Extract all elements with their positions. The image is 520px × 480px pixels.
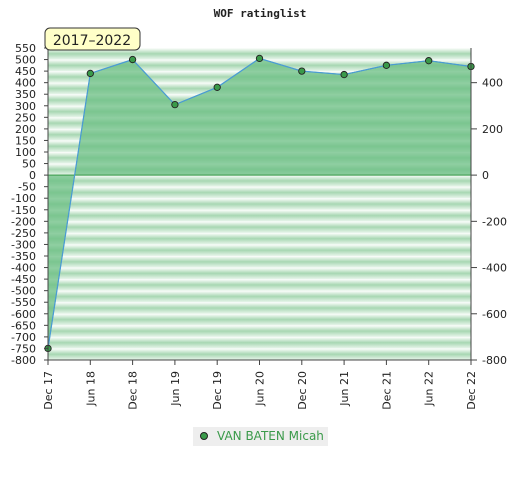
x-tick-label: Jun 21 (338, 371, 351, 407)
grid-band (48, 232, 471, 245)
grid-band (48, 48, 471, 60)
y2-tick-label: -600 (482, 308, 507, 321)
grid-band (48, 313, 471, 326)
y-tick-label: -600 (11, 308, 36, 321)
y2-tick-label: 0 (482, 169, 489, 182)
chart-title: WOF ratinglist (214, 7, 307, 20)
y-tick-label: -750 (11, 342, 36, 355)
grid-band (48, 325, 471, 337)
legend-box (193, 427, 328, 446)
grid-band (48, 302, 471, 314)
period-badge: 2017–2022 (44, 27, 141, 51)
x-tick-label: Jun 19 (169, 371, 182, 407)
grid-band (48, 244, 471, 256)
grid-band (48, 267, 471, 280)
y-tick-label: 100 (15, 146, 36, 159)
x-tick-label: Dec 20 (296, 371, 309, 410)
y-tick-label: 450 (15, 65, 36, 78)
grid-band (48, 290, 471, 303)
y-tick-label: 150 (15, 134, 36, 147)
y2-tick-label: -200 (482, 215, 507, 228)
grid-band (48, 336, 471, 349)
y-tick-label: -150 (11, 204, 36, 217)
y-tick-label: -250 (11, 227, 36, 240)
axes: -800-750-700-650-600-550-500-450-400-350… (11, 42, 507, 410)
y-tick-label: -400 (11, 262, 36, 275)
x-tick-label: Dec 17 (42, 371, 55, 410)
x-tick-label: Dec 22 (465, 371, 478, 410)
grid-band (48, 348, 471, 360)
grid-band (48, 221, 471, 233)
grid-band (48, 175, 471, 187)
y-tick-label: -550 (11, 296, 36, 309)
y-tick-label: -800 (11, 354, 36, 367)
grid-band (48, 209, 471, 222)
y-tick-label: -200 (11, 215, 36, 228)
data-point (213, 83, 221, 91)
legend: VAN BATEN Micah (193, 427, 328, 446)
x-tick-label: Jun 22 (423, 371, 436, 407)
y2-tick-label: -400 (482, 262, 507, 275)
y2-tick-label: -800 (482, 354, 507, 367)
x-tick-label: Dec 18 (127, 371, 140, 410)
x-tick-label: Dec 19 (211, 371, 224, 410)
x-tick-label: Jun 20 (254, 371, 267, 407)
y-tick-label: -100 (11, 192, 36, 205)
y-tick-label: 200 (15, 123, 36, 136)
data-point (298, 67, 306, 75)
grid-band (48, 198, 471, 210)
y-tick-label: 0 (29, 169, 36, 182)
legend-entry: VAN BATEN Micah (217, 429, 324, 443)
y-tick-label: -50 (18, 181, 36, 194)
grid-band (48, 279, 471, 291)
y-tick-label: 350 (15, 88, 36, 101)
legend-marker (200, 432, 208, 440)
data-point (382, 61, 391, 69)
y-tick-label: -450 (11, 273, 36, 286)
y-tick-label: -300 (11, 238, 36, 251)
data-point (255, 54, 264, 63)
y-tick-label: 400 (15, 77, 36, 90)
period-badge-box (44, 27, 141, 51)
y-tick-label: -650 (11, 319, 36, 332)
data-point (171, 100, 179, 109)
y2-tick-label: 200 (482, 123, 503, 136)
y-tick-label: 250 (15, 111, 36, 124)
data-point (86, 69, 94, 78)
x-tick-label: Dec 21 (380, 371, 393, 410)
y-tick-label: 550 (15, 42, 36, 55)
y-tick-label: 500 (15, 54, 36, 67)
grid-band (48, 186, 471, 199)
plot-area (44, 48, 475, 360)
y-tick-label: -350 (11, 250, 36, 263)
y-tick-label: 50 (22, 158, 36, 171)
y-tick-label: -500 (11, 285, 36, 298)
data-point (340, 70, 348, 79)
y-tick-label: -700 (11, 331, 36, 344)
y-tick-label: 300 (15, 100, 36, 113)
data-point (425, 57, 433, 65)
period-badge-label: 2017–2022 (53, 33, 131, 49)
y2-tick-label: 400 (482, 77, 503, 90)
grid-band (48, 256, 471, 268)
data-point (128, 55, 137, 64)
x-tick-label: Jun 18 (84, 371, 97, 407)
